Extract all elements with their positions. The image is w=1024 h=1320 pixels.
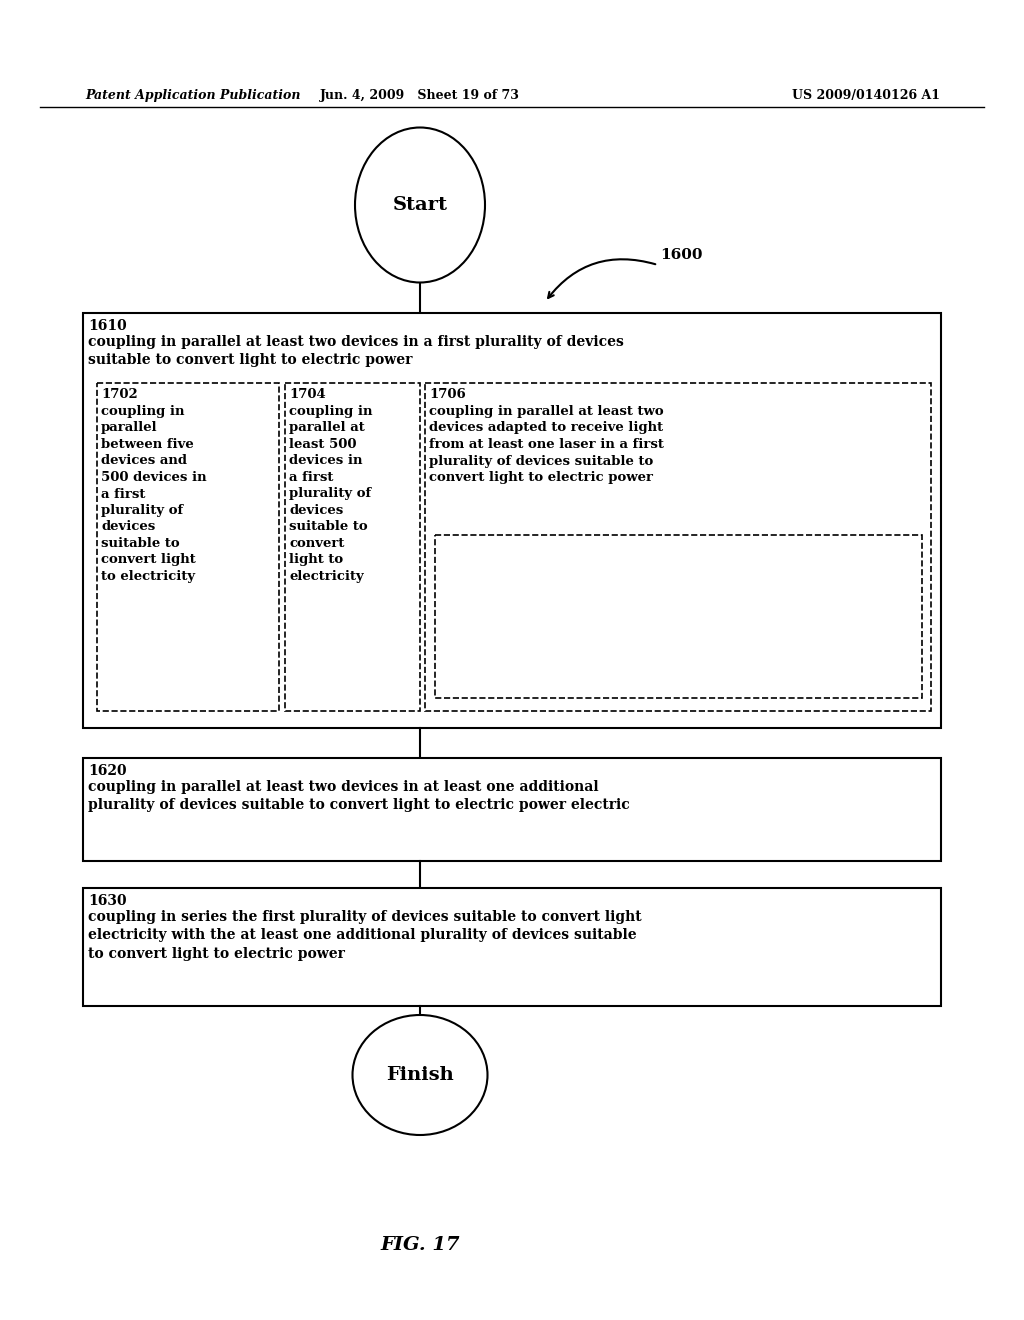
Bar: [83, 758, 941, 861]
Bar: [83, 888, 941, 1006]
Text: coupling in parallel at least two devices in a first plurality of devices
suitab: coupling in parallel at least two device…: [88, 335, 624, 367]
Text: US 2009/0140126 A1: US 2009/0140126 A1: [792, 88, 940, 102]
Text: Patent Application Publication: Patent Application Publication: [85, 88, 300, 102]
Text: 1630: 1630: [88, 894, 127, 908]
Bar: [425, 383, 931, 711]
Text: coupling in
parallel
between five
devices and
500 devices in
a first
plurality o: coupling in parallel between five device…: [101, 405, 207, 583]
Text: coupling in parallel at least two
devices adapted to receive light
from at least: coupling in parallel at least two device…: [439, 557, 674, 636]
Text: 1702: 1702: [101, 388, 138, 401]
Ellipse shape: [352, 1015, 487, 1135]
Text: 1706: 1706: [429, 388, 466, 401]
Bar: [435, 535, 922, 698]
Text: Start: Start: [392, 195, 447, 214]
Text: 1610: 1610: [88, 319, 127, 333]
Text: 1704: 1704: [289, 388, 326, 401]
Text: 1620: 1620: [88, 764, 127, 777]
Text: Jun. 4, 2009   Sheet 19 of 73: Jun. 4, 2009 Sheet 19 of 73: [321, 88, 520, 102]
Ellipse shape: [355, 128, 485, 282]
Text: Finish: Finish: [386, 1067, 454, 1084]
Text: 1600: 1600: [660, 248, 702, 261]
Text: coupling in series the first plurality of devices suitable to convert light
elec: coupling in series the first plurality o…: [88, 909, 642, 961]
Bar: [285, 383, 420, 711]
Text: FIG. 17: FIG. 17: [380, 1236, 460, 1254]
Text: 1708: 1708: [439, 540, 475, 553]
Bar: [83, 313, 941, 729]
Text: coupling in
parallel at
least 500
devices in
a first
plurality of
devices
suitab: coupling in parallel at least 500 device…: [289, 405, 373, 583]
Text: coupling in parallel at least two devices in at least one additional
plurality o: coupling in parallel at least two device…: [88, 780, 630, 812]
Bar: [97, 383, 279, 711]
Text: coupling in parallel at least two
devices adapted to receive light
from at least: coupling in parallel at least two device…: [429, 405, 664, 484]
